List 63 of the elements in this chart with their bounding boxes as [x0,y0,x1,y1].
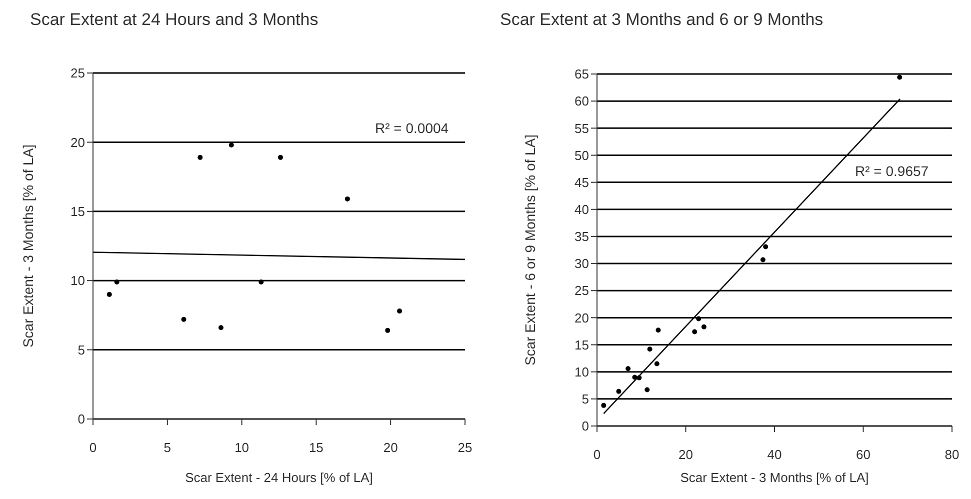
point [692,329,698,334]
y-tick-label: 60 [574,94,589,109]
point [760,257,766,262]
x-axis-title: Scar Extent - 24 Hours [% of LA] [185,470,373,485]
point [198,154,203,160]
x-tick-label: 10 [234,440,250,456]
point [601,402,606,408]
point [106,292,112,297]
point [626,366,631,372]
annotation: R² = 0.9657 [855,163,929,179]
y-tick-label: 65 [574,66,589,82]
y-tick-label: 30 [574,256,589,272]
y-tick-label: 20 [574,310,589,326]
point [616,388,622,394]
y-tick-label: 50 [574,148,589,163]
y-axis-title: Scar Extent - 3 Months [% of LA] [20,144,36,348]
y-tick-label: 40 [574,202,589,217]
point [647,346,652,352]
x-tick-label: 15 [308,440,324,456]
y-tick-label: 25 [70,66,85,81]
point [654,361,660,366]
x-tick-label: 20 [678,447,693,462]
y-tick-label: 15 [574,337,589,352]
x-tick-label: 0 [593,447,601,462]
y-tick-label: 35 [574,229,589,244]
point [656,328,661,333]
y-tick-label: 45 [574,174,589,190]
x-tick-label: 5 [164,440,172,456]
x-tick-label: 80 [944,447,960,462]
point [181,316,186,322]
chart-title: Scar Extent at 3 Months and 6 or 9 Months [500,10,824,30]
annotation: R² = 0.0004 [375,120,449,136]
y-tick-label: 0 [78,412,85,427]
point [385,328,390,333]
point [278,154,283,160]
x-tick-label: 25 [458,440,472,456]
y-tick-label: 20 [70,134,85,150]
point [763,244,768,250]
x-tick-label: 20 [383,440,398,456]
point [344,196,350,202]
point [696,316,702,322]
y-tick-label: 0 [582,418,589,434]
y-tick-label: 10 [70,273,85,288]
x-axis-title: Scar Extent - 3 Months [% of LA] [680,470,869,485]
y-tick-label: 5 [582,392,589,407]
y-tick-label: 15 [70,204,85,220]
x-tick-label: 0 [89,440,97,456]
point [397,308,402,314]
point [897,74,902,80]
y-tick-label: 55 [574,120,589,136]
point [701,324,706,330]
x-tick-label: 60 [856,447,870,462]
chart-title: Scar Extent at 24 Hours and 3 Months [30,10,318,30]
point [644,387,650,392]
y-tick-label: 5 [78,342,85,358]
point [636,375,642,380]
point [258,279,264,284]
point [218,325,224,330]
y-tick-label: 25 [574,283,589,298]
point [114,279,120,284]
x-tick-label: 40 [767,447,782,462]
y-axis-title: Scar Extent - 6 or 9 Months [% of LA] [522,134,538,366]
y-tick-label: 10 [574,364,589,380]
